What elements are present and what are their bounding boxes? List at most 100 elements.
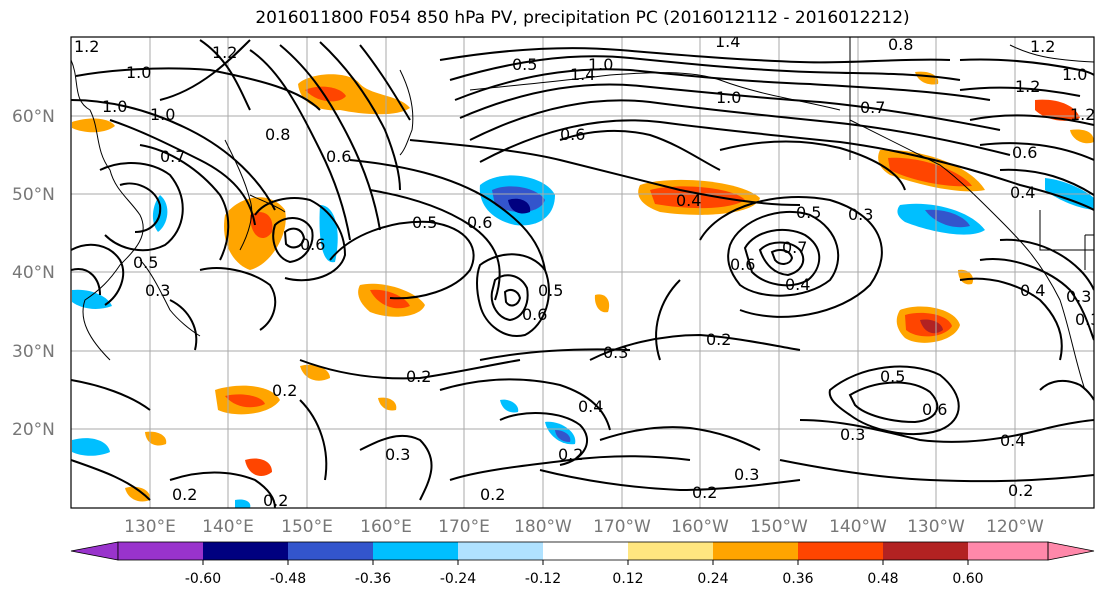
colorbar-segment [543, 542, 628, 560]
pv-contour [329, 220, 475, 300]
contour-label: 0.6 [467, 213, 492, 232]
pv-contour [727, 210, 840, 297]
pv-contour [559, 129, 721, 171]
contour-labels: 1.2 1.0 1.2 1.0 1.4 1.4 1.2 1.0 0.8 1.0 … [74, 35, 1100, 508]
contour-label: 0.5 [412, 213, 437, 232]
pv-contour [779, 459, 1094, 483]
colorbar-tick-label: -0.48 [270, 571, 306, 587]
contour-label: 1.0 [588, 55, 613, 74]
coastline [249, 194, 286, 213]
lon-label: 140°W [829, 517, 887, 537]
colorbar-segment [288, 542, 373, 560]
contour-label: 0.6 [922, 400, 947, 419]
pv-contour [119, 182, 162, 233]
lat-label: 50°N [12, 185, 55, 205]
contour-label: 0.4 [676, 191, 701, 210]
lon-label: 120°W [986, 517, 1044, 537]
contour-label: 0.4 [785, 275, 810, 294]
pv-contour [848, 381, 939, 424]
coastline [139, 259, 201, 337]
contour-label: 0.3 [848, 205, 873, 224]
lat-label: 20°N [12, 420, 55, 440]
lon-label: 180°W [514, 517, 572, 537]
contour-label: 0.5 [133, 253, 158, 272]
contour-label: 0.3 [603, 343, 628, 362]
lat-label: 30°N [12, 342, 55, 362]
pv-contour [359, 44, 411, 121]
coastline [224, 139, 253, 251]
lon-label: 160°E [360, 517, 412, 537]
contour-label: 0.6 [522, 305, 547, 324]
pv-contours [71, 39, 1094, 508]
pv-contour [699, 196, 883, 318]
precip-anomaly [305, 86, 346, 102]
contour-label: 0.3 [840, 425, 865, 444]
pv-contour [539, 469, 801, 492]
contour-label: 0.6 [326, 147, 351, 166]
pv-contour [439, 47, 951, 64]
pv-contour [139, 144, 230, 261]
pv-contour [254, 197, 347, 282]
contour-label: 0.3 [385, 445, 410, 464]
colorbar-segment [458, 542, 543, 560]
precip-anomaly [888, 157, 972, 187]
coastlines [71, 37, 1094, 391]
lat-label: 40°N [12, 263, 55, 283]
colorbar-tick-label: 0.48 [867, 571, 898, 587]
colorbar-tick-label: 0.12 [612, 571, 643, 587]
pv-contour [959, 86, 1081, 97]
contour-label: 0.2 [1008, 481, 1033, 500]
pv-contour [828, 365, 960, 436]
contour-label: 0.2 [480, 485, 505, 504]
colorbar-segment [798, 542, 883, 560]
contour-label: 1.0 [716, 88, 741, 107]
colorbar-tick-label: 0.60 [952, 571, 983, 587]
map-title: 2016011800 F054 850 hPa PV, precipitatio… [255, 8, 910, 28]
lat-label: 60°N [12, 107, 55, 127]
contour-label: 0.3 [1075, 310, 1100, 329]
pv-contour [503, 289, 522, 307]
pv-contour [449, 55, 961, 81]
pv-contour [655, 279, 681, 361]
colorbar-arrow-right [1047, 541, 1095, 561]
pv-contour [1039, 379, 1094, 401]
pv-contour [479, 119, 1094, 211]
contour-label: 0.8 [888, 35, 913, 54]
lon-label: 140°E [202, 517, 254, 537]
precip-anomaly [500, 399, 519, 413]
pv-contour [479, 348, 631, 361]
contour-label: 0.4 [1020, 281, 1045, 300]
colorbar-segment [628, 542, 713, 560]
colorbar-segment [118, 542, 203, 560]
contour-label: 1.2 [212, 43, 237, 62]
colorbar-segment [968, 542, 1048, 560]
contour-label: 0.2 [272, 381, 297, 400]
contour-label: 0.6 [300, 235, 325, 254]
pv-contour [99, 162, 184, 252]
colorbar-tick-label: -0.12 [525, 571, 561, 587]
contour-label: 1.4 [570, 65, 595, 84]
pv-contour [999, 238, 1094, 291]
pv-contour [454, 68, 991, 101]
pv-contour [319, 41, 401, 191]
precip-anomaly [555, 430, 571, 442]
contour-label: 0.6 [1012, 143, 1037, 162]
longitude-labels: 130°E 140°E 150°E 160°E 170°E 180°W 170°… [124, 517, 1044, 537]
pv-contour [359, 434, 433, 501]
pv-contour [476, 253, 550, 337]
pv-contour [799, 419, 1094, 443]
colorbar-segment [203, 542, 288, 560]
pv-contour [369, 189, 501, 301]
contour-label: 0.2 [558, 445, 583, 464]
pv-contour [979, 142, 1094, 161]
pv-contour [969, 114, 1094, 126]
contour-label: 0.7 [860, 98, 885, 117]
map-frame [70, 36, 1095, 509]
coastline [849, 119, 1086, 391]
pv-contour [490, 274, 529, 322]
contour-label: 1.0 [150, 105, 175, 124]
precip-anomaly [920, 319, 943, 334]
contour-label: 0.6 [730, 255, 755, 274]
lon-label: 130°E [124, 517, 176, 537]
